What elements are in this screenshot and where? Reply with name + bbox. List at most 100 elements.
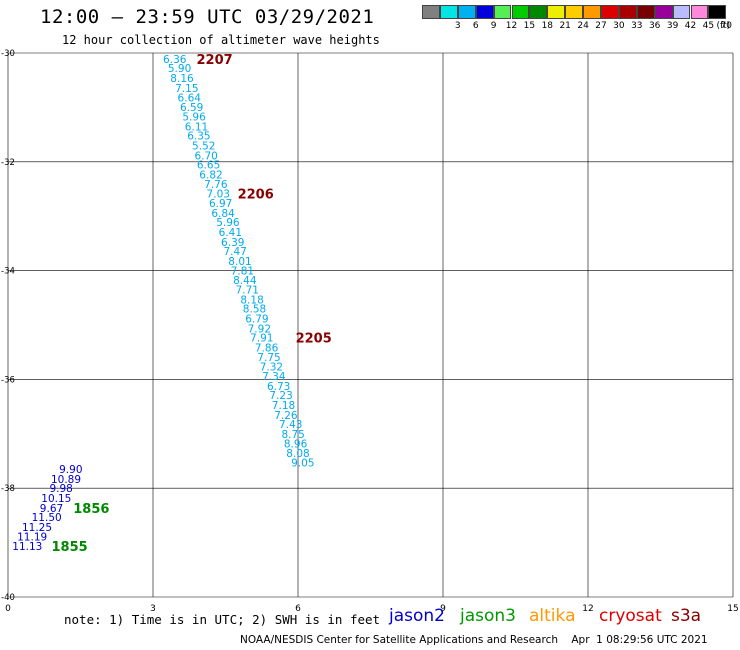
colorbar-tick-label: 12: [505, 21, 518, 31]
y-tick-label: -38: [1, 484, 15, 494]
data-label-jason3: 6.84: [211, 208, 235, 220]
data-label-jason3: 7.43: [279, 419, 302, 431]
data-label-jason3: 8.58: [243, 304, 266, 316]
data-label-jason2: 11.50: [32, 512, 62, 524]
colorbar-swatch: [439, 5, 458, 19]
data-label-jason3: 5.52: [192, 140, 215, 152]
legend-altika: altika: [529, 606, 576, 626]
data-label-jason3: 6.11: [185, 121, 208, 133]
legend-jason3: jason3: [460, 606, 516, 626]
data-label-jason3: 6.36: [163, 54, 187, 66]
x-tick-label: 9: [440, 604, 446, 614]
credit-footer: NOAA/NESDIS Center for Satellite Applica…: [240, 634, 708, 646]
data-label-jason3: 8.08: [286, 448, 309, 460]
colorbar-tick-label: 70: [720, 21, 733, 31]
data-label-jason3: 5.96: [216, 217, 240, 229]
x-tick-label: 0: [5, 604, 11, 614]
data-label-jason2: 9.67: [40, 503, 63, 515]
data-label-jason2: 11.13: [12, 541, 42, 553]
data-label-jason2: 11.25: [22, 522, 52, 534]
colorbar-swatch: [457, 5, 476, 19]
data-label-jason2: 11.19: [17, 532, 47, 544]
data-label-jason3: 7.81: [231, 266, 254, 278]
data-label-jason3: 6.79: [245, 313, 268, 325]
time-label: 1856: [73, 502, 109, 517]
data-label-jason3: 7.18: [272, 400, 295, 412]
data-label-jason3: 7.92: [248, 323, 271, 335]
colorbar-tick-label: 6: [472, 21, 479, 31]
colorbar-tick-label: 36: [648, 21, 661, 31]
data-label-jason3: 7.75: [257, 352, 280, 364]
data-label-jason3: 5.90: [168, 63, 191, 75]
data-label-jason3: 7.32: [260, 361, 283, 373]
data-label-jason3: 8.75: [281, 429, 304, 441]
colorbar-swatch: [601, 5, 619, 19]
data-label-jason3: 8.96: [284, 439, 308, 451]
data-label-jason3: 7.71: [236, 285, 259, 297]
data-label-jason3: 8.44: [233, 275, 257, 287]
x-tick-label: 15: [727, 604, 738, 614]
colorbar-tick-label: 45: [702, 21, 715, 31]
time-label: 1855: [52, 540, 88, 555]
data-label-jason3: 6.73: [267, 381, 290, 393]
colorbar-tick-label: 18: [541, 21, 554, 31]
x-tick-label: 3: [150, 604, 156, 614]
colorbar-swatch: [583, 5, 601, 19]
colorbar-swatch: [618, 5, 637, 19]
colorbar-swatch: [422, 5, 440, 19]
colorbar-tick-label: 39: [666, 21, 679, 31]
colorbar-tick-label: 33: [631, 21, 643, 31]
y-tick-label: -34: [1, 267, 15, 277]
time-label: 2205: [296, 332, 332, 347]
data-label-jason3: 8.16: [170, 73, 194, 85]
colorbar-tick-label: 27: [595, 21, 607, 31]
data-label-jason3: 9.05: [291, 458, 314, 470]
data-label-jason3: 7.34: [262, 371, 286, 383]
colorbar-tick-label: 3: [454, 21, 461, 31]
colorbar-tick-label: 21: [559, 21, 571, 31]
data-label-jason3: 8.01: [228, 256, 251, 268]
y-tick-label: -30: [1, 49, 15, 59]
data-label-jason3: 6.41: [219, 227, 242, 239]
data-label-jason3: 7.76: [204, 179, 228, 191]
data-label-jason2: 9.98: [49, 483, 72, 495]
x-tick-label: 6: [295, 604, 301, 614]
data-label-jason3: 6.82: [199, 169, 222, 181]
colorbar-swatch: [636, 5, 655, 19]
colorbar-tick-label: 30: [613, 21, 625, 31]
data-label-jason3: 7.26: [274, 410, 298, 422]
colorbar-swatch: [654, 5, 673, 19]
colorbar-swatch: [565, 5, 584, 19]
time-label: 2207: [197, 53, 233, 68]
footnote-note: note: 1) Time is in UTC; 2) SWH is in fe…: [64, 612, 381, 627]
colorbar-tick-label: 9: [490, 21, 497, 31]
colorbar-swatch: [529, 5, 548, 19]
x-tick-label: 12: [582, 604, 593, 614]
data-label-jason2: 10.15: [41, 493, 71, 505]
y-tick-label: -36: [1, 375, 15, 385]
colorbar-swatch: [547, 5, 566, 19]
colorbar-tick-label: 24: [577, 21, 589, 31]
time-label: 2206: [238, 187, 274, 202]
colorbar-swatch: [690, 5, 709, 19]
data-label-jason3: 7.03: [207, 188, 230, 200]
data-label-jason3: 6.59: [180, 102, 203, 114]
colorbar-tick-label: 15: [523, 21, 536, 31]
chart-title: 12:00 – 23:59 UTC 03/29/2021: [40, 6, 375, 28]
colorbar-swatch: [511, 5, 530, 19]
data-label-jason3: 6.97: [209, 198, 232, 210]
data-label-jason2: 9.90: [59, 464, 82, 476]
data-label-jason3: 5.96: [182, 112, 206, 124]
data-label-jason3: 6.65: [197, 160, 220, 172]
colorbar-swatch: [493, 5, 512, 19]
colorbar-swatch: [708, 5, 727, 19]
data-label-jason3: 7.15: [175, 83, 198, 95]
legend-s3a: s3a: [671, 606, 702, 626]
legend-cryosat: cryosat: [599, 606, 662, 626]
legend-jason2: jason2: [389, 606, 445, 626]
data-label-jason3: 6.35: [187, 131, 210, 143]
data-label-jason3: 7.86: [255, 342, 279, 354]
data-label-jason3: 8.18: [240, 294, 263, 306]
data-label-jason3: 6.70: [194, 150, 217, 162]
